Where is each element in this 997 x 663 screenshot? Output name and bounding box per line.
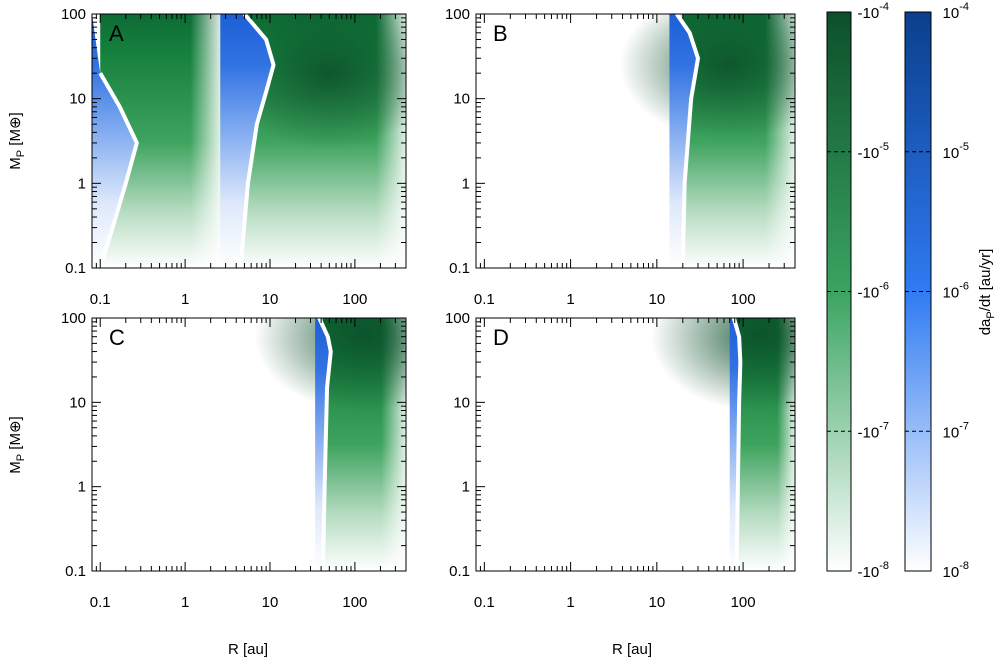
- colorbar-label: daP/dt [au/yr]: [977, 249, 997, 336]
- x-tick-label: 0.1: [90, 594, 111, 611]
- colorbar-tick-label: 10-6: [943, 281, 969, 302]
- x-axis-label: R [au]: [228, 641, 268, 658]
- panel-frame: [91, 317, 407, 572]
- y-tick-label: 10: [69, 394, 86, 411]
- heatmap-B: [476, 14, 795, 268]
- heatmap-A: [92, 14, 406, 268]
- y-tick-label: 100: [445, 310, 470, 327]
- tick-marks: [91, 13, 407, 269]
- zero-contour: [675, 14, 700, 268]
- colorbar-tick-label: 10-5: [943, 141, 969, 162]
- inward-edge-fade: [190, 14, 221, 268]
- panel-C: 0.1 1 10 100 0.1 1 10 100 C: [61, 310, 407, 611]
- inward-peak: [254, 318, 406, 412]
- x-tick-label: 100: [731, 594, 756, 611]
- x-tick-label: 1: [566, 594, 574, 611]
- x-tick-label: 100: [342, 594, 367, 611]
- heatmap-D: [476, 318, 795, 571]
- x-tick-label: 1: [181, 594, 189, 611]
- colorbar-tick-label: -10-6: [858, 281, 889, 302]
- x-tick-label: 100: [731, 291, 756, 308]
- panel-frame: [475, 13, 796, 269]
- y-tick-label: 10: [69, 91, 86, 108]
- y-tick-label: 1: [462, 175, 470, 192]
- x-tick-label: 10: [262, 291, 279, 308]
- outward-region: [92, 14, 137, 268]
- colorbars: -10-4-10-5-10-6-10-7-10-810-410-510-610-…: [826, 1, 997, 581]
- x-axis-label: R [au]: [612, 641, 652, 658]
- colorbar-tick-label: -10-7: [858, 420, 889, 441]
- y-tick-label: 100: [445, 6, 470, 23]
- y-tick-label: 0.1: [449, 563, 470, 580]
- zero-contour: [317, 318, 333, 571]
- zero-contour: [238, 14, 276, 268]
- y-axis-labels: MP [M⊕] MP [M⊕]: [7, 112, 27, 473]
- panel-B: 0.1 1 10 100 0.1 1 10 100 B: [445, 6, 796, 308]
- colorbar-tick-label: -10-5: [858, 141, 889, 162]
- outward-region: [669, 14, 698, 268]
- y-tick-label: 1: [78, 479, 86, 496]
- y-tick-label: 0.1: [65, 563, 86, 580]
- y-tick-label: 1: [462, 479, 470, 496]
- panel-frame: [91, 13, 407, 269]
- y-axis-label: MP [M⊕]: [7, 416, 27, 473]
- panel-label: D: [493, 325, 509, 350]
- x-tick-label: 1: [566, 291, 574, 308]
- tick-marks: [475, 317, 796, 572]
- y-tick-label: 0.1: [65, 260, 86, 277]
- outward-region: [220, 14, 274, 268]
- inward-peak: [619, 14, 795, 140]
- colorbar-tick-label: -10-8: [858, 560, 889, 581]
- colorbar-tick-label: -10-4: [858, 1, 889, 22]
- x-tick-label: 10: [262, 594, 279, 611]
- panel-frame: [475, 317, 796, 572]
- outward-region: [729, 318, 741, 571]
- y-tick-label: 0.1: [449, 260, 470, 277]
- tick-marks: [475, 13, 796, 269]
- colorbar-tick-label: 10-8: [943, 560, 969, 581]
- x-tick-label: 0.1: [474, 594, 495, 611]
- tick-marks: [91, 317, 407, 572]
- zero-contour: [731, 318, 743, 571]
- colorbar-tick-label: 10-7: [943, 420, 969, 441]
- x-tick-label: 0.1: [474, 291, 495, 308]
- panel-label: A: [109, 21, 124, 46]
- colorbar-inward: -10-4 -10-5 -10-6 -10-7 -10-8: [826, 1, 889, 581]
- colorbar-outward: 10-4 10-5 10-6 10-7 10-8: [904, 1, 969, 581]
- y-tick-label: 100: [61, 6, 86, 23]
- x-tick-label: 1: [181, 291, 189, 308]
- zero-contour: [98, 72, 139, 268]
- y-tick-label: 10: [453, 91, 470, 108]
- x-axis-labels: R [au] R [au]: [228, 641, 652, 658]
- colorbar-tick-label: 10-4: [943, 1, 969, 22]
- heatmap-C: [92, 318, 406, 571]
- panel-D: 0.1 1 10 100 0.1 1 10 100 D: [445, 310, 796, 611]
- inward-peak: [650, 318, 795, 412]
- x-tick-label: 10: [648, 594, 665, 611]
- x-tick-label: 0.1: [90, 291, 111, 308]
- y-tick-label: 1: [78, 175, 86, 192]
- y-tick-label: 10: [453, 394, 470, 411]
- x-tick-label: 100: [342, 291, 367, 308]
- panel-label: B: [493, 21, 508, 46]
- panel-label: C: [109, 325, 125, 350]
- y-axis-label: MP [M⊕]: [7, 112, 27, 169]
- x-tick-label: 10: [648, 291, 665, 308]
- y-tick-label: 100: [61, 310, 86, 327]
- panel-A: 0.1 1 10 100 0.1 1 10 100 A: [61, 6, 407, 308]
